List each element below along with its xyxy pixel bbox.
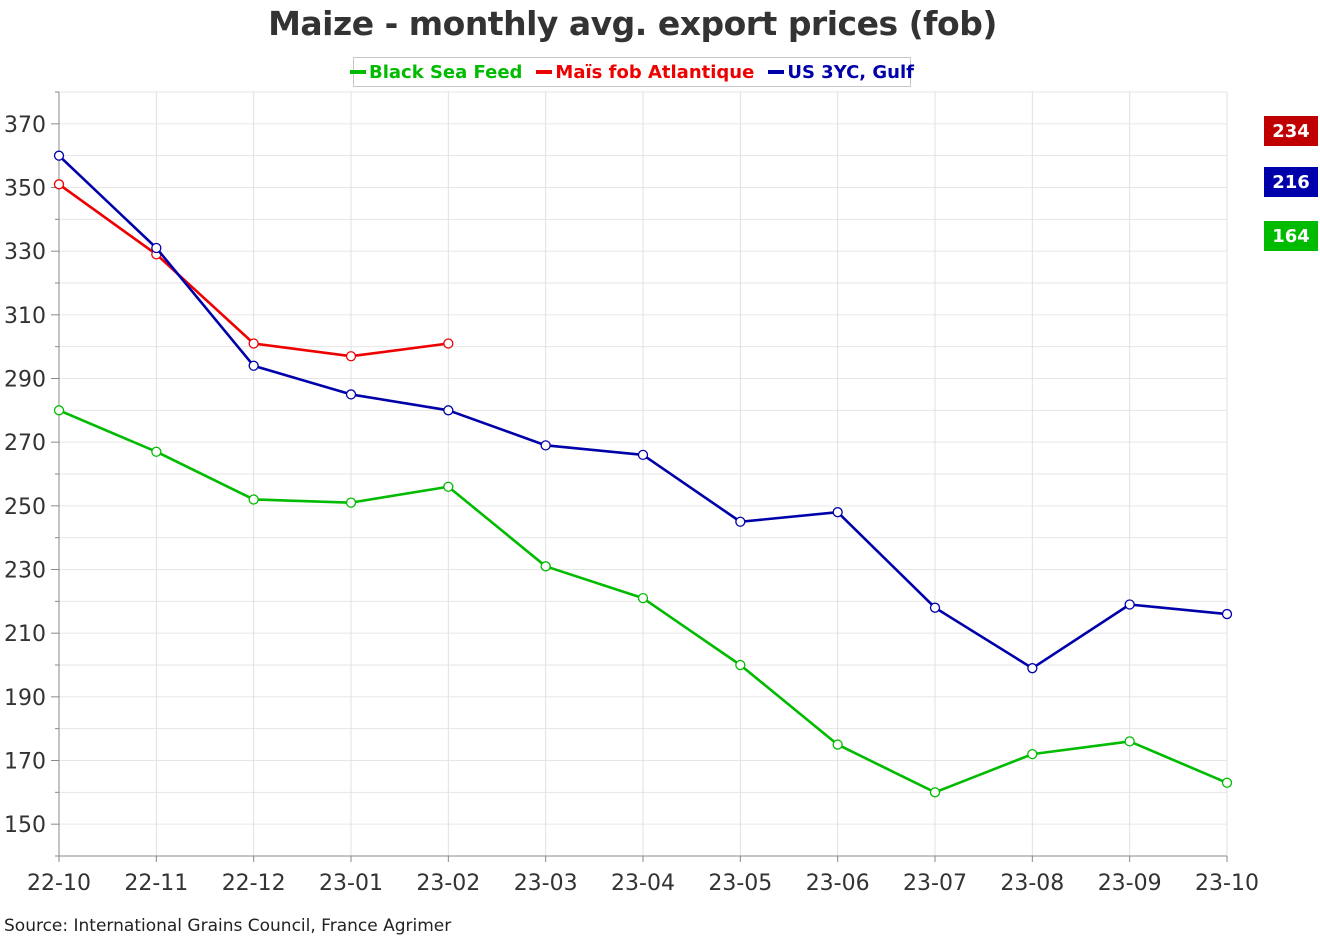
data-point-black-sea-feed <box>248 494 259 505</box>
data-point-black-sea-feed <box>832 739 843 750</box>
x-tick-label: 23-06 <box>806 871 870 896</box>
chart-title: Maize - monthly avg. export prices (fob) <box>268 4 997 43</box>
y-tick-label: 150 <box>4 813 46 838</box>
data-point-us-3yc-gulf <box>53 150 65 161</box>
data-point-us-3yc-gulf <box>1027 663 1038 674</box>
y-tick-label: 330 <box>4 240 46 265</box>
y-tick-label: 250 <box>4 495 46 520</box>
data-point-black-sea-feed <box>345 497 357 508</box>
data-point-us-3yc-gulf <box>1124 599 1135 610</box>
legend-item-us-3yc-gulf[interactable]: US 3YC, Gulf <box>768 62 914 83</box>
y-tick-label: 290 <box>4 368 46 393</box>
data-point-black-sea-feed <box>735 659 746 671</box>
data-point-us-3yc-gulf <box>540 440 551 451</box>
legend-label-us-3yc-gulf: US 3YC, Gulf <box>787 61 914 83</box>
data-point-us-3yc-gulf <box>345 389 357 400</box>
x-tick-label: 23-08 <box>1000 871 1064 896</box>
data-point-us-3yc-gulf <box>637 449 649 461</box>
x-tick-label: 22-12 <box>222 871 286 896</box>
value-badge-mais: 234 <box>1264 116 1318 146</box>
y-tick-label: 230 <box>4 559 46 584</box>
data-point-black-sea-feed <box>1027 748 1038 760</box>
legend-item-mais-fob-atlantique[interactable]: Maïs fob Atlantique <box>536 62 754 83</box>
data-point-us-3yc-gulf <box>735 516 746 527</box>
value-badge-us: 216 <box>1264 167 1318 197</box>
legend-label-black-sea-feed: Black Sea Feed <box>369 61 523 83</box>
x-tick-label: 23-03 <box>514 871 578 896</box>
x-tick-label: 23-05 <box>708 871 772 896</box>
data-point-us-3yc-gulf <box>248 360 259 371</box>
x-tick-label: 23-02 <box>416 871 480 896</box>
data-point-us-3yc-gulf <box>832 507 843 518</box>
y-tick-label: 170 <box>4 750 46 775</box>
data-point-black-sea-feed <box>151 446 162 457</box>
x-tick-label: 23-07 <box>903 871 967 896</box>
data-point-ma-s-fob-atlantique <box>53 179 65 190</box>
data-point-ma-s-fob-atlantique <box>443 338 454 349</box>
y-tick-label: 370 <box>4 113 46 138</box>
x-tick-label: 23-01 <box>319 871 383 896</box>
legend-item-black-sea-feed[interactable]: Black Sea Feed <box>350 62 522 83</box>
legend-swatch-us-3yc-gulf <box>768 70 785 74</box>
data-point-black-sea-feed <box>1124 736 1135 747</box>
x-tick-label: 23-10 <box>1195 871 1259 896</box>
source-note: Source: International Grains Council, Fr… <box>4 916 452 936</box>
chart-legend: Black Sea Feed Maïs fob Atlantique US 3Y… <box>350 57 914 87</box>
data-point-us-3yc-gulf <box>151 242 162 254</box>
x-tick-label: 23-04 <box>611 871 675 896</box>
data-point-black-sea-feed <box>637 593 649 604</box>
y-tick-label: 210 <box>4 622 46 647</box>
data-point-black-sea-feed <box>1221 777 1233 788</box>
data-point-us-3yc-gulf <box>929 602 941 613</box>
x-tick-label: 22-10 <box>27 871 91 896</box>
data-point-black-sea-feed <box>540 561 551 572</box>
y-tick-label: 350 <box>4 177 46 202</box>
x-tick-label: 23-09 <box>1098 871 1162 896</box>
legend-swatch-mais-fob-atlantique <box>536 70 553 74</box>
line-chart: 150 170 190 210 230 250 270 290 310 330 350 370 22-1… <box>4 91 1259 896</box>
data-point-us-3yc-gulf <box>443 405 454 416</box>
legend-label-mais-fob-atlantique: Maïs fob Atlantique <box>555 61 755 83</box>
data-point-ma-s-fob-atlantique <box>345 351 357 362</box>
data-point-us-3yc-gulf <box>1221 608 1233 620</box>
data-point-black-sea-feed <box>929 787 941 798</box>
y-tick-label: 190 <box>4 686 46 711</box>
data-point-ma-s-fob-atlantique <box>248 338 259 349</box>
legend-swatch-black-sea-feed <box>350 70 367 74</box>
data-point-black-sea-feed <box>443 481 454 492</box>
y-tick-label: 270 <box>4 431 46 456</box>
data-point-black-sea-feed <box>53 405 65 416</box>
y-tick-label: 310 <box>4 304 46 329</box>
x-tick-label: 22-11 <box>124 871 188 896</box>
value-badge-black-sea: 164 <box>1264 221 1318 251</box>
